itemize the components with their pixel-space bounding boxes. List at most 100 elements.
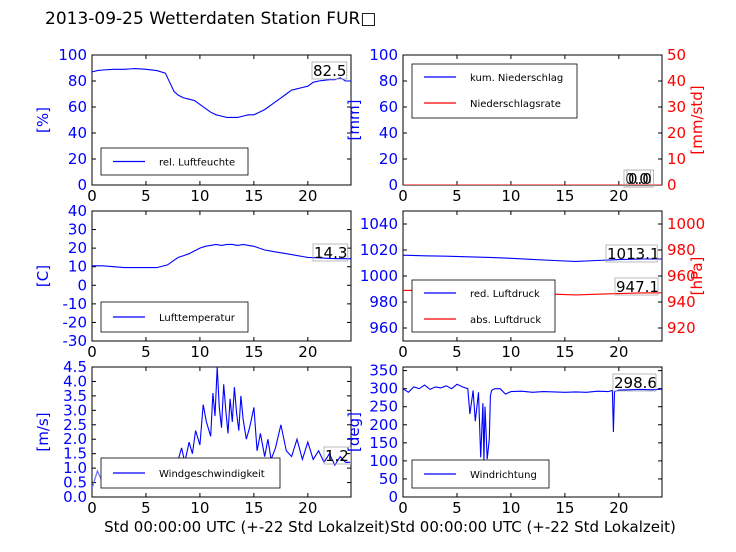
x-tick-label: 10 — [501, 187, 520, 205]
value-label-box — [626, 169, 655, 188]
legend-entry: rel. Luftfeuchte — [159, 158, 235, 169]
y-tick-label: 20 — [68, 150, 87, 168]
y-tick-label: 0.5 — [63, 474, 87, 492]
value-label: 14.3 — [314, 244, 347, 262]
y2-tick-label: 10 — [667, 150, 686, 168]
series-line-red-luftdruck — [403, 254, 662, 262]
x-axis-label-left: Std 00:00:00 UTC (+-22 Std Lokalzeit) — [104, 518, 390, 536]
y-tick-label: 4.5 — [63, 358, 87, 376]
wind-speed-panel: 0 5 10 15 20 0.00.51.01.52.02.53.03.54.04.5 [m… — [34, 358, 352, 517]
x-tick-label: 0 — [87, 343, 97, 361]
y-tick-label: 20 — [68, 239, 87, 257]
humidity-panel: 0 5 10 15 20 0 20 40 60 80 100 [%] rel. Luftfeuchte 8… — [34, 46, 352, 205]
legend-entry: abs. Luftdruck — [470, 315, 541, 326]
legend-box — [411, 279, 556, 333]
temperature-panel: 0 5 10 15 20-30-20-10010203040[C]Lufttempera… — [34, 202, 352, 361]
value-label: 1013.1 — [607, 245, 660, 263]
value-label-box — [614, 277, 659, 296]
wind-direction-panel: 0 5 10 15 20050100150200250300350[deg]Windri… — [345, 362, 663, 517]
x-tick-label: 20 — [298, 187, 317, 205]
legend-entry: red. Luftdruck — [470, 289, 540, 300]
x-tick-label: 15 — [244, 343, 263, 361]
y-tick-label: 1040 — [360, 215, 398, 233]
value-label: 0.0 — [628, 170, 652, 188]
figure-title: 2013-09-25 Wetterdaten Station FUR□ — [45, 9, 377, 29]
x-tick-label: 15 — [244, 187, 263, 205]
x-tick-label: 20 — [609, 187, 628, 205]
y2-tick-label: 30 — [667, 98, 686, 116]
y-tick-label: 0 — [77, 176, 87, 194]
y-tick-label: 300 — [369, 380, 398, 398]
y-tick-label: 20 — [379, 150, 398, 168]
y2-tick-label: 40 — [667, 72, 686, 90]
pressure-panel: 0 5 10 15 20 960 980 1000 1020 1040 920 940 960 980 10… — [360, 210, 706, 361]
y-tick-label: 350 — [369, 362, 398, 380]
legend-entry: Windgeschwindigkeit — [159, 469, 265, 480]
y-tick-label: 100 — [369, 46, 398, 64]
y-tick-label: 150 — [369, 434, 398, 452]
y-tick-label: 960 — [369, 319, 398, 337]
x-tick-label: 0 — [87, 499, 97, 517]
y2-tick-label: 940 — [667, 293, 696, 311]
y2-tick-label: 960 — [667, 267, 696, 285]
x-tick-label: 5 — [141, 187, 151, 205]
y-tick-label: 4.0 — [63, 372, 87, 390]
y-tick-label: 1.0 — [63, 459, 87, 477]
y-axis-label: [C] — [34, 265, 52, 287]
x-tick-label: 5 — [141, 499, 151, 517]
series-line-lufttemperatur — [92, 243, 351, 269]
y-tick-label: 250 — [369, 398, 398, 416]
y-tick-label: 1.5 — [63, 445, 87, 463]
legend-entry: Lufttemperatur — [159, 313, 236, 324]
x-tick-label: 0 — [398, 343, 408, 361]
y2-tick-label: 1000 — [667, 215, 705, 233]
x-tick-label: 15 — [244, 499, 263, 517]
y2-tick-label: 980 — [667, 241, 696, 259]
value-label: 947.1 — [616, 278, 659, 296]
x-tick-label: 10 — [501, 343, 520, 361]
x-tick-label: 0 — [87, 187, 97, 205]
x-tick-label: 20 — [609, 499, 628, 517]
value-label: 82.5 — [313, 62, 346, 80]
y-tick-label: 40 — [68, 202, 87, 220]
y-tick-label: 10 — [68, 258, 87, 276]
value-label-box — [323, 446, 352, 465]
y-axis-label: [m/s] — [34, 412, 52, 451]
y-tick-label: 40 — [68, 124, 87, 142]
y2-tick-label: 50 — [667, 46, 686, 64]
x-tick-label: 5 — [452, 343, 462, 361]
precipitation-panel: 0 5 10 15 20 0 20 40 60 80 100 0 10 20 30 40 50 [mm] [mm/s… — [345, 46, 706, 205]
y-tick-label: 200 — [369, 416, 398, 434]
x-tick-label: 10 — [501, 499, 520, 517]
x-tick-label: 0 — [398, 187, 408, 205]
y-tick-label: 2.5 — [63, 416, 87, 434]
y-tick-label: 2.0 — [63, 430, 87, 448]
value-label-box — [312, 243, 349, 262]
y2-tick-label: 920 — [667, 319, 696, 337]
legend-box — [411, 63, 578, 119]
x-tick-label: 10 — [190, 187, 209, 205]
y-axis-label: [deg] — [345, 412, 363, 452]
y-tick-label: 50 — [379, 470, 398, 488]
x-tick-label: 20 — [609, 343, 628, 361]
y-tick-label: 40 — [379, 124, 398, 142]
x-axis-label-right: Std 00:00:00 UTC (+-22 Std Lokalzeit) — [390, 518, 676, 536]
legend-entry: Niederschlagsrate — [470, 99, 561, 110]
value-label: 1.2 — [325, 447, 349, 465]
x-tick-label: 10 — [190, 499, 209, 517]
y-tick-label: -20 — [63, 313, 88, 331]
value-label-box — [311, 61, 348, 80]
x-tick-label: 20 — [298, 499, 317, 517]
x-tick-label: 5 — [452, 187, 462, 205]
x-tick-label: 0 — [398, 499, 408, 517]
y-tick-label: 1000 — [360, 267, 398, 285]
y-tick-label: 3.5 — [63, 387, 87, 405]
x-tick-label: 15 — [555, 343, 574, 361]
x-tick-label: 20 — [298, 343, 317, 361]
value-label-box — [605, 244, 658, 263]
legend-entry: Windrichtung — [470, 470, 537, 481]
y-tick-label: -30 — [63, 332, 88, 350]
y-tick-label: 80 — [379, 72, 398, 90]
x-tick-label: 5 — [452, 499, 462, 517]
